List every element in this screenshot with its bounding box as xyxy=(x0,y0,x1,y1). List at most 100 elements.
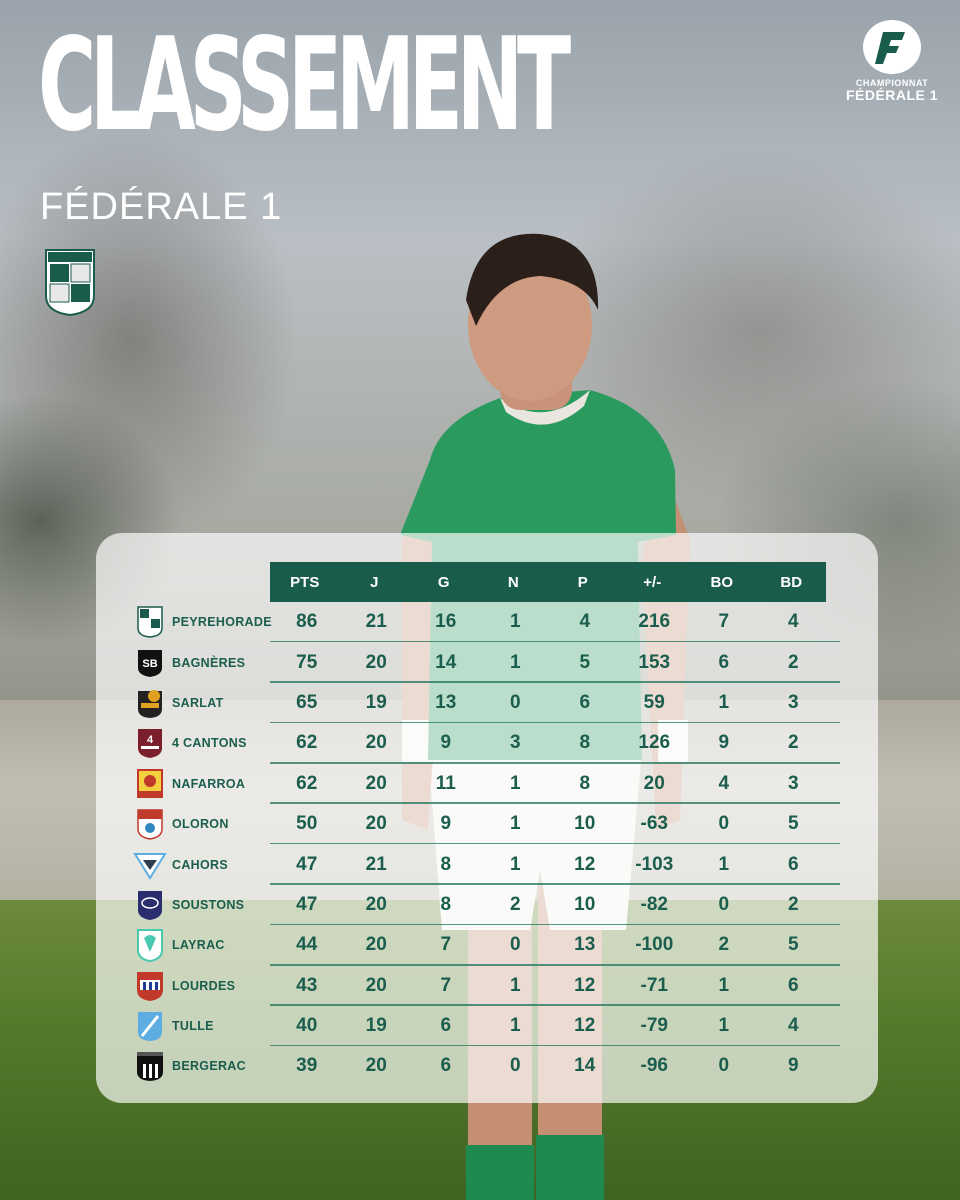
sarlat-logo-icon xyxy=(130,686,170,720)
row-divider xyxy=(270,802,840,804)
cell-bo: 1 xyxy=(718,853,730,875)
cell-bd: 6 xyxy=(787,853,799,875)
column-header-bd: BD xyxy=(780,573,803,591)
svg-text:SB: SB xyxy=(142,658,157,670)
lourdes-logo-icon xyxy=(130,969,170,1003)
cell-bo: 0 xyxy=(718,893,730,915)
4-cantons-logo-icon: 4 xyxy=(130,726,170,760)
tulle-logo-icon xyxy=(130,1009,170,1043)
cell-n: 1 xyxy=(509,611,521,633)
cell-diff: -71 xyxy=(640,974,668,996)
peyrehorade-crest-icon xyxy=(45,249,95,316)
cell-pts: 62 xyxy=(296,732,318,754)
cell-g: 9 xyxy=(440,813,452,835)
bergerac-logo-icon xyxy=(130,1049,170,1083)
cell-bd: 2 xyxy=(787,651,799,673)
cell-j: 20 xyxy=(365,893,387,915)
cell-p: 12 xyxy=(574,853,596,875)
cell-g: 16 xyxy=(435,611,457,633)
cell-g: 7 xyxy=(440,934,452,956)
team-name: NAFARROA xyxy=(172,776,246,791)
cell-n: 0 xyxy=(509,691,521,713)
column-header-j: J xyxy=(370,573,379,591)
oloron-logo-icon xyxy=(130,807,170,841)
cell-pts: 43 xyxy=(296,974,318,996)
cell-diff: -103 xyxy=(635,853,674,875)
cell-pts: 47 xyxy=(296,893,318,915)
cell-g: 13 xyxy=(435,691,457,713)
cell-bd: 9 xyxy=(787,1055,799,1077)
cell-g: 8 xyxy=(440,853,452,875)
table-row: LOURDES 43 20 7 1 12 -71 1 6 xyxy=(130,966,840,1006)
team-name: CAHORS xyxy=(172,857,228,872)
cell-bo: 2 xyxy=(718,934,730,956)
cell-diff: 20 xyxy=(643,772,665,794)
row-divider xyxy=(270,1044,840,1047)
cell-pts: 47 xyxy=(296,853,318,875)
cell-diff: 59 xyxy=(643,691,665,713)
cell-bd: 3 xyxy=(787,772,799,794)
cell-p: 13 xyxy=(574,934,596,956)
row-divider xyxy=(270,721,840,724)
cell-bd: 3 xyxy=(787,691,799,713)
cell-g: 6 xyxy=(440,1015,452,1037)
peyrehorade-logo-icon xyxy=(130,605,170,639)
team-name: PEYREHORADE xyxy=(172,615,272,630)
cell-bo: 9 xyxy=(718,732,730,754)
team-name: TULLE xyxy=(172,1019,214,1034)
row-divider xyxy=(270,640,840,643)
standings-panel xyxy=(96,533,878,1103)
table-row: 4 4 CANTONS 62 20 9 3 8 126 9 2 xyxy=(130,723,840,764)
cell-p: 8 xyxy=(579,772,591,794)
cell-n: 0 xyxy=(509,934,521,956)
cell-n: 1 xyxy=(509,651,521,673)
cell-p: 12 xyxy=(574,1015,596,1037)
bagneres-logo-icon: SB xyxy=(130,646,170,680)
cell-bd: 4 xyxy=(787,611,799,633)
row-divider xyxy=(270,883,840,885)
league-line-2: FÉDÉRALE 1 xyxy=(845,87,939,103)
cell-p: 4 xyxy=(579,611,591,633)
cell-p: 12 xyxy=(574,974,596,996)
cell-p: 8 xyxy=(579,732,591,754)
cell-j: 19 xyxy=(365,1015,387,1037)
cell-pts: 40 xyxy=(296,1015,318,1037)
cell-pts: 86 xyxy=(296,611,318,633)
cell-g: 8 xyxy=(440,893,452,915)
cell-j: 20 xyxy=(365,732,387,754)
cell-diff: 126 xyxy=(638,732,671,754)
column-header-p: P xyxy=(577,573,588,591)
cell-pts: 62 xyxy=(296,772,318,794)
cell-pts: 75 xyxy=(296,651,318,673)
table-row: NAFARROA 62 20 11 1 8 20 4 3 xyxy=(130,764,840,804)
cell-bo: 6 xyxy=(718,651,730,673)
cell-bd: 6 xyxy=(787,974,799,996)
cell-p: 14 xyxy=(574,1055,596,1077)
cell-diff: -63 xyxy=(640,813,668,835)
column-header-diff: +/- xyxy=(643,573,662,591)
cell-diff: 153 xyxy=(638,651,671,673)
column-header-bo: BO xyxy=(710,573,734,591)
cell-j: 20 xyxy=(365,974,387,996)
page-title: CLASSEMENT xyxy=(38,11,571,160)
cell-bo: 1 xyxy=(718,974,730,996)
team-name: SARLAT xyxy=(172,695,224,710)
row-divider xyxy=(270,842,840,845)
cell-bo: 1 xyxy=(718,691,730,713)
cell-n: 0 xyxy=(509,1055,521,1077)
table-row: BERGERAC 39 20 6 0 14 -96 0 9 xyxy=(130,1046,840,1086)
table-row: OLORON 50 20 9 1 10 -63 0 5 xyxy=(130,804,840,845)
cell-g: 7 xyxy=(440,974,452,996)
row-divider xyxy=(270,681,840,683)
cell-j: 21 xyxy=(365,853,387,875)
row-divider xyxy=(270,964,840,966)
column-header-pts: PTS xyxy=(290,573,320,591)
table-row: LAYRAC 44 20 7 0 13 -100 2 5 xyxy=(130,925,840,966)
cell-j: 20 xyxy=(365,772,387,794)
cell-diff: -79 xyxy=(640,1015,668,1037)
team-name: LOURDES xyxy=(172,978,236,993)
team-name: BAGNÈRES xyxy=(172,655,246,670)
team-name: SOUSTONS xyxy=(172,897,245,912)
row-divider xyxy=(270,923,840,926)
